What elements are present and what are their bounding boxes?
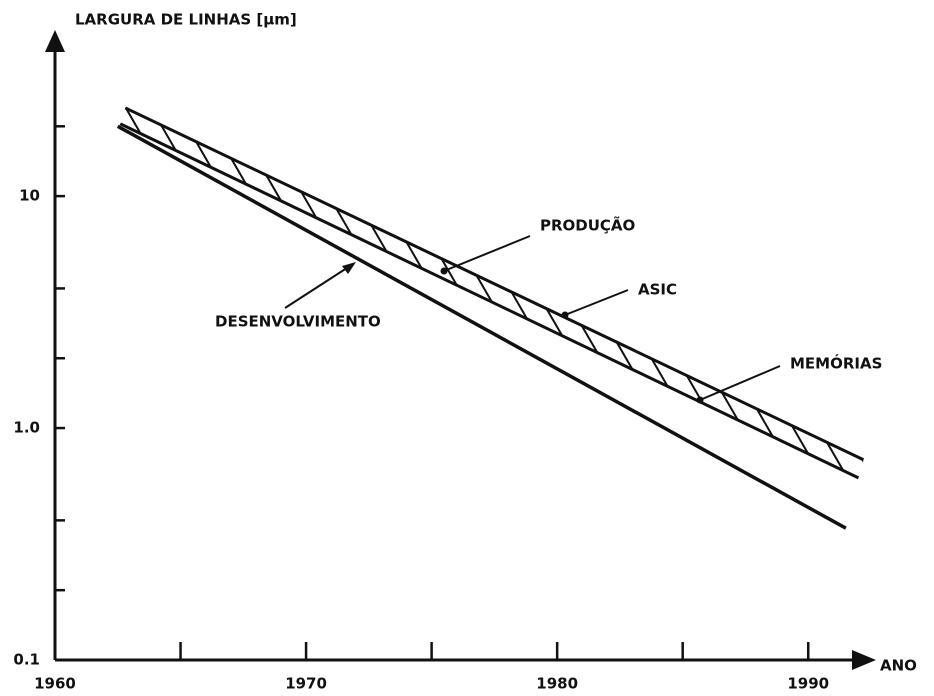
annotation-arrow <box>699 365 781 401</box>
annotation: MEMÓRIAS <box>790 354 882 373</box>
series-arrow <box>284 265 351 309</box>
annotation-arrow <box>564 289 629 316</box>
x-axis-arrow <box>852 650 876 670</box>
arrow-head <box>696 396 704 404</box>
band-hatch <box>120 107 864 478</box>
y-axis-arrow <box>45 30 65 52</box>
y-tick-label: 10 <box>19 187 40 205</box>
arrow-head <box>440 267 448 275</box>
annotation-arrow <box>443 235 531 272</box>
chart-title: LARGURA DE LINHAS [µm] <box>75 11 297 29</box>
x-tick-label: 1970 <box>285 675 327 693</box>
y-tick-label: 1.0 <box>13 419 40 437</box>
annotation: PRODUÇÃO <box>540 216 635 235</box>
x-axis-label: ANO <box>880 657 917 675</box>
arrow-head <box>342 262 356 274</box>
arrow-head <box>561 311 569 319</box>
x-tick-label: 1990 <box>787 675 829 693</box>
x-tick-label: 1980 <box>536 675 578 693</box>
band-lower-line <box>119 122 860 480</box>
band-upper-line <box>124 106 865 462</box>
series-line <box>116 124 847 530</box>
series-label: DESENVOLVIMENTO <box>215 313 381 331</box>
annotation: ASIC <box>638 281 677 299</box>
x-tick-label: 1960 <box>34 675 76 693</box>
y-tick-label: 0.1 <box>13 651 40 669</box>
